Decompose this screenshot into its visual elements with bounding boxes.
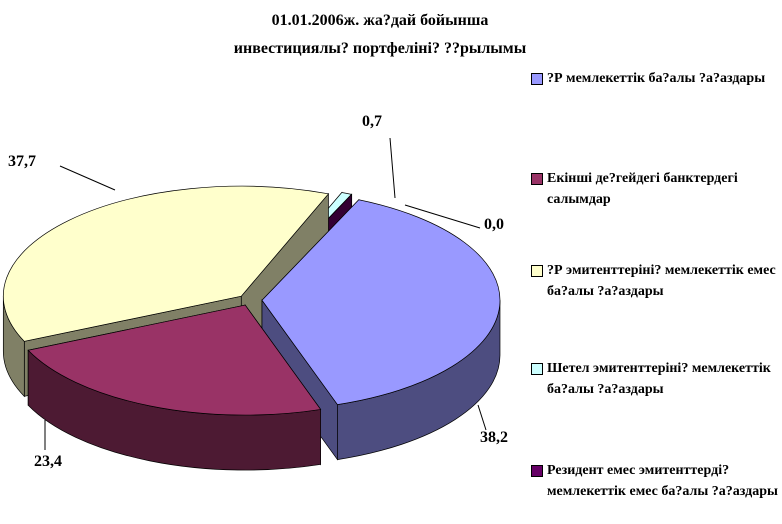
slice-top: [2, 185, 330, 342]
data-label: 0,7: [362, 113, 382, 130]
data-label: 38,2: [480, 429, 508, 446]
data-label: 37,7: [8, 153, 36, 170]
leader-line: [477, 404, 487, 431]
slice: [27, 303, 322, 471]
data-label: 23,4: [34, 453, 62, 470]
legend-swatch: [531, 465, 543, 477]
legend-item: Шетел эмитенттеріні? мемлекеттік ба?алы …: [531, 358, 781, 400]
legend-label: Шетел эмитенттеріні? мемлекеттік ба?алы …: [547, 361, 771, 397]
legend-label: ?Р эмитенттеріні? мемлекеттік емес ба?ал…: [547, 263, 776, 299]
slice-top: [261, 199, 501, 405]
legend-item: ?Р эмитенттеріні? мемлекеттік емес ба?ал…: [531, 260, 781, 302]
legend-swatch: [531, 265, 543, 277]
leader-line: [59, 165, 116, 191]
slice-top: [27, 304, 322, 416]
legend-label: ?Р мемлекеттік ба?алы ?а?аздары: [547, 71, 766, 86]
leader-line: [404, 204, 481, 229]
chart-title: инвестициялы? портфеліні? ??рылымы: [234, 40, 527, 57]
legend-label: Резидент емес эмитенттерді? мемлекеттік …: [547, 463, 778, 499]
legend-item: ?Р мемлекеттік ба?алы ?а?аздары: [531, 68, 781, 89]
legend-swatch: [531, 73, 543, 85]
legend-swatch: [531, 173, 543, 185]
legend-swatch: [531, 363, 543, 375]
legend-item: Резидент емес эмитенттерді? мемлекеттік …: [531, 460, 781, 502]
chart-title: 01.01.2006ж. жа?дай бойынша: [272, 12, 489, 29]
legend-item: Екінші де?гейдегі банктердегі салымдар: [531, 168, 781, 210]
legend-label: Екінші де?гейдегі банктердегі салымдар: [547, 171, 738, 207]
leader-line: [389, 137, 396, 199]
data-label: 0,0: [484, 216, 504, 233]
